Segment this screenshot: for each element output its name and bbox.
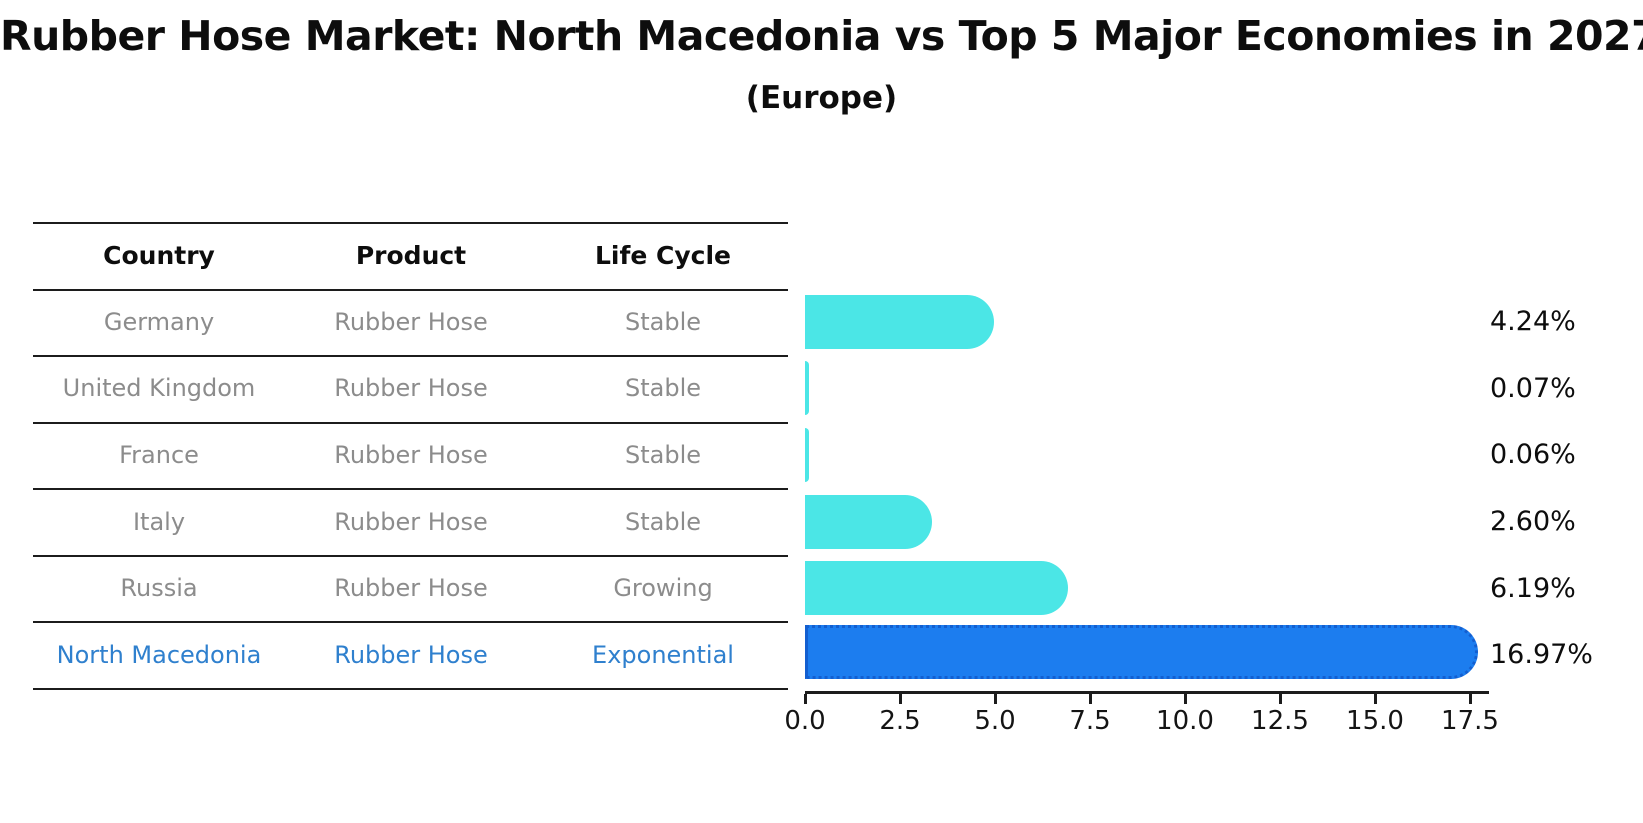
cell-product: Rubber Hose [334, 307, 488, 336]
cell-life-cycle: Stable [624, 507, 702, 536]
x-tick-label: 2.5 [879, 706, 921, 736]
page-subtitle: (Europe) [745, 80, 898, 116]
cell-product: Rubber Hose [334, 574, 488, 603]
table-divider [33, 355, 788, 358]
table-row-north-macedonia: North Macedonia Rubber Hose Exponential … [0, 621, 1643, 688]
column-header-life-cycle: Life Cycle [594, 240, 732, 270]
x-axis-tick [1184, 694, 1187, 704]
cell-product: Rubber Hose [334, 507, 488, 536]
table-divider [33, 554, 788, 557]
bar-germany[interactable] [805, 294, 995, 349]
bar-united-kingdom[interactable] [805, 361, 809, 416]
x-tick-label: 15.0 [1346, 706, 1404, 736]
bar-value-label: 2.60% [1490, 506, 1576, 538]
bar-value-label: 16.97% [1490, 639, 1593, 671]
bar-value-label: 0.06% [1490, 439, 1576, 471]
table-divider [33, 488, 788, 491]
x-axis-tick [1374, 694, 1377, 704]
x-axis-tick [994, 694, 997, 704]
table-divider [33, 288, 788, 291]
cell-life-cycle: Exponential [592, 640, 734, 669]
bar-value-label: 6.19% [1490, 572, 1576, 604]
table-row-russia: Russia Rubber Hose Growing 6.19% [0, 555, 1643, 622]
bar-italy[interactable] [805, 494, 932, 549]
bar-france[interactable] [805, 427, 809, 482]
x-axis-tick [1279, 694, 1282, 704]
x-tick-label: 12.5 [1251, 706, 1309, 736]
table-row-italy: Italy Rubber Hose Stable 2.60% [0, 488, 1643, 555]
x-tick-label: 7.5 [1069, 706, 1111, 736]
cell-product: Rubber Hose [334, 440, 488, 469]
table-divider [33, 621, 788, 624]
cell-life-cycle: Stable [624, 374, 702, 403]
table-row-united-kingdom: United Kingdom Rubber Hose Stable 0.07% [0, 355, 1643, 422]
table-divider [33, 222, 788, 224]
cell-life-cycle: Stable [624, 307, 702, 336]
cell-country: France [119, 440, 199, 469]
page-title: Rubber Hose Market: North Macedonia vs T… [0, 12, 1643, 60]
cell-life-cycle: Growing [613, 574, 713, 603]
bar-north-macedonia-highlighted[interactable] [805, 624, 1478, 679]
x-tick-label: 5.0 [974, 706, 1016, 736]
cell-country: Germany [103, 307, 215, 336]
x-tick-label: 0.0 [784, 706, 826, 736]
table-divider [33, 421, 788, 424]
cell-product: Rubber Hose [334, 640, 488, 669]
cell-country: Italy [132, 507, 186, 536]
bar-value-label: 0.07% [1490, 372, 1576, 404]
bar-russia[interactable] [805, 561, 1069, 616]
table-header-row: Country Product Life Cycle [0, 222, 1643, 289]
bar-value-label: 4.24% [1490, 306, 1576, 338]
x-tick-label: 17.5 [1441, 706, 1499, 736]
cell-product: Rubber Hose [334, 374, 488, 403]
cell-country: North Macedonia [56, 640, 262, 669]
column-header-product: Product [355, 240, 467, 270]
table-row-germany: Germany Rubber Hose Stable 4.24% [0, 289, 1643, 356]
cell-country: Russia [120, 574, 198, 603]
x-axis-line [805, 691, 1489, 694]
x-tick-label: 10.0 [1156, 706, 1214, 736]
cell-country: United Kingdom [62, 374, 256, 403]
table-row-france: France Rubber Hose Stable 0.06% [0, 422, 1643, 489]
x-axis-tick [1089, 694, 1092, 704]
column-header-country: Country [103, 240, 215, 270]
x-axis-tick [804, 694, 807, 704]
cell-life-cycle: Stable [624, 440, 702, 469]
x-axis-tick [899, 694, 902, 704]
x-axis-tick [1469, 694, 1472, 704]
table-divider [33, 688, 788, 690]
